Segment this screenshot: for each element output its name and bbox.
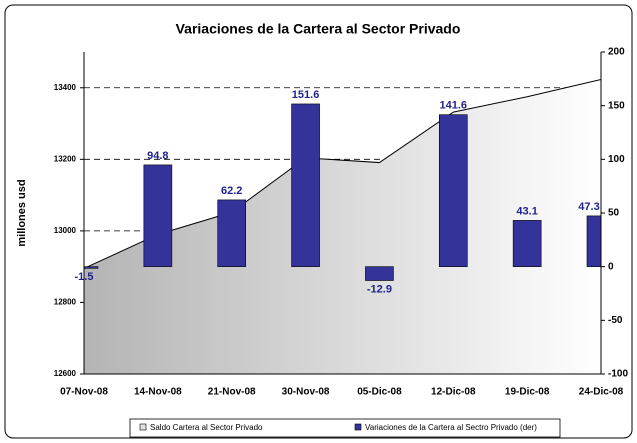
y-tick-label: 12600 — [54, 369, 77, 378]
y-tick-label: 13400 — [54, 83, 77, 92]
y-tick-label: 13200 — [54, 154, 77, 163]
y2-tick-label: 200 — [608, 47, 625, 58]
data-label: 47.3 — [578, 201, 599, 213]
bar — [143, 164, 173, 267]
bar — [438, 114, 468, 267]
chart-title: Variaciones de la Cartera al Sector Priv… — [176, 21, 461, 37]
x-tick-label: 24-Dic-08 — [579, 387, 624, 398]
bar — [291, 103, 320, 267]
plot — [84, 79, 601, 374]
data-label: 151.6 — [292, 89, 320, 101]
legend — [129, 418, 561, 438]
bar — [365, 266, 394, 281]
legend-swatch — [139, 423, 147, 431]
x-tick-label: 12-Dic-08 — [431, 387, 476, 398]
x-tick-label: 30-Nov-08 — [282, 387, 330, 398]
x-tick-label: 07-Nov-08 — [60, 387, 108, 398]
data-label: 94.8 — [147, 150, 168, 162]
legend-label: Variaciones de la Cartera al Sectro Priv… — [365, 423, 537, 432]
bar — [84, 266, 99, 269]
y2-tick-label: 100 — [608, 154, 625, 165]
legend-label: Saldo Cartera al Sector Privado — [150, 423, 263, 432]
area — [84, 79, 601, 374]
data-label: 141.6 — [440, 100, 468, 112]
y-tick-label: 13000 — [54, 226, 77, 235]
data-label: 62.2 — [221, 185, 242, 197]
y2-tick-label: 0 — [608, 261, 614, 272]
data-label: 43.1 — [516, 205, 537, 217]
legend-swatch — [354, 423, 362, 431]
y2-tick-label: 50 — [608, 208, 620, 219]
x-tick-label: 19-Dic-08 — [505, 387, 550, 398]
y2-tick-label: 150 — [608, 100, 625, 111]
y-tick-label: 12800 — [54, 298, 77, 307]
y2-tick-label: -100 — [608, 369, 628, 380]
x-tick-label: 05-Dic-08 — [357, 387, 402, 398]
data-label: -12.9 — [367, 283, 392, 295]
bar — [217, 199, 247, 267]
y2-tick-label: -50 — [608, 315, 623, 326]
y-axis-label: millones usd — [16, 179, 28, 246]
bar — [512, 220, 542, 267]
x-tick-label: 21-Nov-08 — [208, 387, 256, 398]
x-tick-label: 14-Nov-08 — [134, 387, 182, 398]
bar — [586, 215, 601, 267]
